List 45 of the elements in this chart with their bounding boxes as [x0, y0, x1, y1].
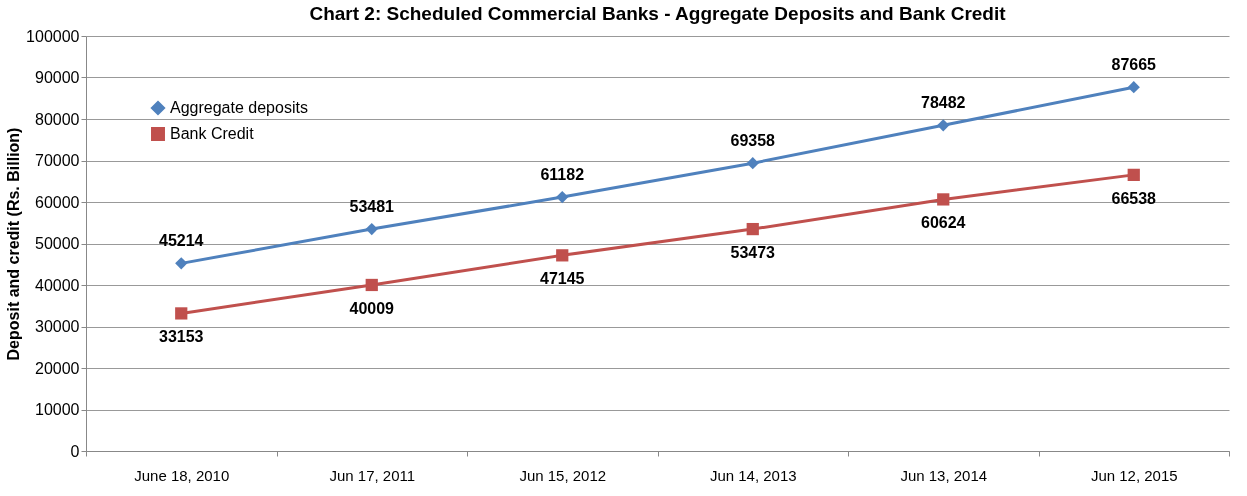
point — [365, 222, 378, 236]
point — [746, 222, 759, 236]
y-tick-label: 90000 — [35, 69, 80, 86]
legend-label: Bank Credit — [170, 125, 255, 142]
x-tick-label: Jun 17, 2011 — [329, 466, 416, 484]
point — [365, 278, 378, 292]
data-label: 60624 — [921, 214, 966, 232]
point — [175, 307, 188, 320]
y-tick-label: 80000 — [35, 110, 80, 128]
data-label: 66538 — [1111, 189, 1157, 207]
legend-label: Aggregate deposits — [170, 99, 308, 116]
point — [937, 119, 950, 132]
point — [937, 193, 950, 206]
y-tick-label: 30000 — [35, 318, 80, 335]
y-tick-label: 60000 — [35, 193, 80, 211]
x-tick-label: Jun 15, 2012 — [519, 466, 607, 484]
point — [1127, 168, 1140, 181]
data-label: 33153 — [159, 328, 204, 346]
point — [175, 257, 188, 270]
y-tick-label: 70000 — [35, 152, 80, 169]
point — [556, 190, 569, 204]
x-tick-label: Jun 13, 2014 — [900, 466, 988, 484]
y-tick-label: 0 — [70, 442, 80, 460]
y-tick-label: 100000 — [26, 27, 80, 45]
y-tick-label: 10000 — [35, 401, 80, 418]
x-tick-label: Jun 14, 2013 — [709, 466, 797, 484]
chart-title: Chart 2: Scheduled Commercial Banks - Aggregate Deposits and Bank Credit — [309, 3, 1007, 24]
y-tick-label: 50000 — [35, 235, 80, 252]
data-label: 69358 — [730, 132, 776, 150]
x-tick-label: Jun 12, 2015 — [1090, 466, 1178, 484]
data-label: 47145 — [540, 270, 585, 288]
data-label: 45214 — [159, 232, 204, 250]
point — [556, 249, 569, 262]
data-label: 78482 — [921, 94, 966, 112]
y-axis-title: Deposit and credit (Rs. Billion) — [5, 127, 23, 361]
point — [1127, 81, 1140, 94]
y-tick-label: 40000 — [35, 276, 80, 294]
data-label: 40009 — [349, 299, 395, 317]
x-tick-label: June 18, 2010 — [134, 466, 230, 484]
data-label: 53473 — [730, 244, 776, 262]
data-label: 61182 — [540, 166, 585, 184]
data-label: 53481 — [349, 198, 395, 216]
data-label: 87665 — [1111, 56, 1157, 74]
point — [746, 157, 759, 170]
y-tick-label: 20000 — [35, 359, 80, 377]
